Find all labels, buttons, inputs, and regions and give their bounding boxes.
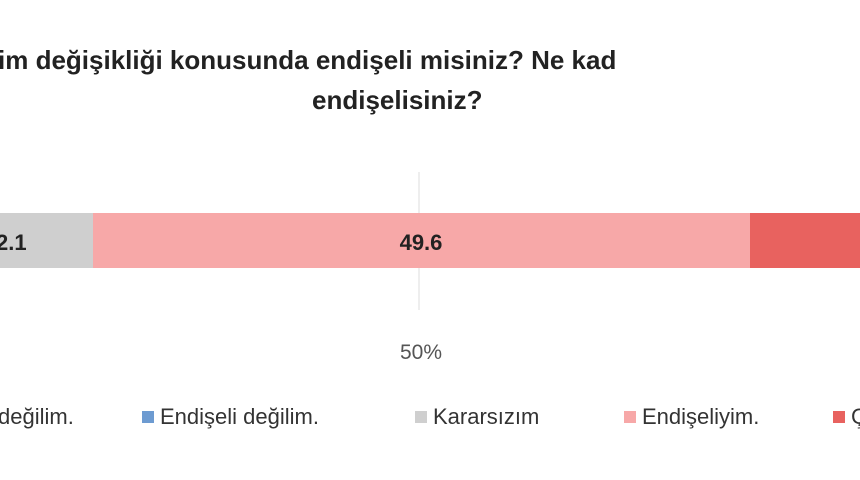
legend-label: Endişeli değilim. (160, 404, 319, 429)
legend-swatch-gray (415, 411, 427, 423)
bar-segment-cok (750, 213, 860, 268)
legend-label: değilim. (0, 404, 74, 429)
chart-title-line-2: endişelisiniz? (312, 85, 483, 115)
legend-swatch-red (833, 411, 845, 423)
bar-segment-endiseliyim (93, 213, 750, 268)
chart-title-line-1: im değişikliği konusunda endişeli misini… (0, 45, 617, 75)
legend-swatch-pink (624, 411, 636, 423)
legend-label: Kararsızım (433, 404, 540, 429)
chart-legend: değilim. Endişeli değilim. Kararsızım En… (0, 404, 860, 434)
reference-line-label: 50% (400, 341, 442, 364)
bar-segment-kararsizim (0, 213, 93, 268)
legend-label: Ç (851, 404, 860, 429)
data-label-endiseliyim: 49.6 (400, 230, 443, 255)
legend-swatch-blue (142, 411, 154, 423)
legend-label: Endişeliyim. (642, 404, 760, 429)
data-label-kararsizim: 2.1 (0, 230, 27, 255)
